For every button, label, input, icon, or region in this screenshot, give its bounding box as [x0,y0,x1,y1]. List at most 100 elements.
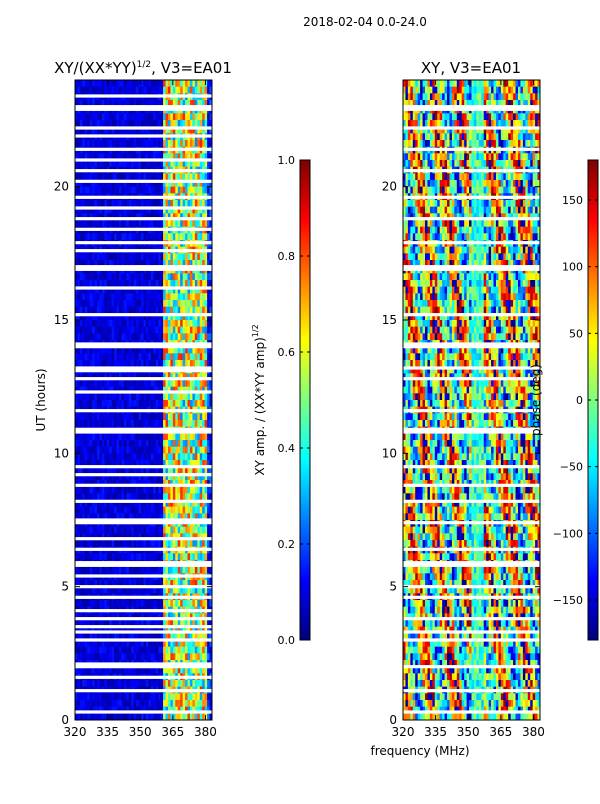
amp-heat-cell [207,360,210,368]
amp-heat-cell [121,453,125,461]
amp-heat-cell [189,646,193,654]
amp-heat-cell [177,466,181,474]
amp-heat-cell [153,460,157,468]
amp-heat-cell [84,260,88,268]
amp-heat-cell [92,306,95,314]
amp-heat-cell [97,513,100,521]
amp-heat-cell [104,540,108,548]
amp-heat-cell [165,460,169,468]
amp-heat-cell [165,500,169,508]
amp-heat-cell [109,633,113,641]
amp-heat-cell [182,313,186,321]
amp-heat-cell [84,286,88,294]
amp-heat-cell [126,173,130,181]
amp-heat-cell [109,180,113,188]
amp-heat-cell [94,273,98,281]
amp-heat-cell [89,300,93,308]
amp-heat-cell [180,253,184,261]
amp-heat-cell [94,286,98,294]
amp-heat-cell [197,180,201,188]
amp-heat-cell [177,280,181,288]
amp-heat-cell [77,466,81,474]
amp-heat-cell [87,186,91,194]
amp-heat-cell [202,466,206,474]
amp-heat-cell [126,126,130,134]
amp-heat-cell [153,233,157,241]
amp-heat-cell [148,653,152,661]
amp-heat-cell [185,493,188,501]
amp-heat-cell [128,633,132,641]
amp-heat-cell [167,513,171,521]
amp-heat-cell [89,373,93,381]
amp-heat-cell [136,233,140,241]
amp-heat-cell [89,286,93,294]
amp-heat-cell [126,486,130,494]
amp-heat-cell [189,460,193,468]
amp-heat-cell [199,646,203,654]
amp-heat-cell [87,486,91,494]
amp-heat-cell [180,506,184,514]
amp-heat-cell [116,326,120,334]
amp-heat-cell [116,440,120,448]
amp-heat-cell [119,646,122,654]
amp-heat-cell [185,120,188,128]
amp-heat-cell [177,373,181,381]
amp-heat-cell [138,393,142,401]
amp-heat-cell [189,506,193,514]
amp-heat-cell [185,126,188,134]
amp-heat-cell [197,220,201,228]
amp-heat-cell [143,113,147,121]
amp-heat-cell [114,433,117,441]
amp-heat-cell [138,500,142,508]
amp-heat-cell [79,320,83,328]
amp-heat-cell [82,286,86,294]
amp-heat-cell [109,313,113,321]
amp-heat-cell [106,180,110,188]
amp-heat-cell [175,326,179,334]
amp-heat-cell [172,253,176,261]
amp-heat-cell [126,446,130,454]
amp-heat-cell [153,313,157,321]
amp-heat-cell [207,273,210,281]
amp-heat-cell [92,140,95,148]
amp-heat-cell [89,613,93,621]
amp-heat-cell [187,180,191,188]
amp-heat-cell [133,513,137,521]
amp-heat-cell [131,440,135,448]
amp-heat-cell [177,393,181,401]
amp-heat-cell [92,273,95,281]
amp-heat-cell [109,460,113,468]
amp-heat-cell [131,140,135,148]
amp-heat-cell [148,126,152,134]
amp-heat-cell [207,200,210,208]
amp-heat-cell [148,460,152,468]
amp-heat-cell [209,640,212,648]
amp-heat-cell [101,646,105,654]
amp-heat-cell [163,206,166,214]
amp-heat-cell [209,393,212,401]
amp-heat-cell [138,353,142,361]
amp-heat-cell [126,80,130,88]
amp-heat-cell [187,300,191,308]
amp-heat-cell [126,473,130,481]
amp-heat-cell [158,473,162,481]
amp-heat-cell [197,86,201,94]
amp-heat-cell [84,113,88,121]
amp-heat-cell [163,420,166,428]
amp-heat-cell [136,460,140,468]
amp-heat-cell [104,620,108,628]
amp-heat-cell [104,486,108,494]
amp-heat-cell [143,613,147,621]
amp-heat-cell [165,306,169,314]
amp-heat-cell [97,173,100,181]
amp-heat-cell [209,526,212,534]
amp-heat-cell [209,420,212,428]
amp-heat-cell [172,613,176,621]
amp-heat-cell [89,580,93,588]
amp-heat-cell [114,466,117,474]
amp-heat-cell [175,526,179,534]
amp-heat-cell [170,306,174,314]
amp-heat-cell [79,386,83,394]
amp-heat-cell [119,500,122,508]
amp-heat-cell [97,346,100,354]
